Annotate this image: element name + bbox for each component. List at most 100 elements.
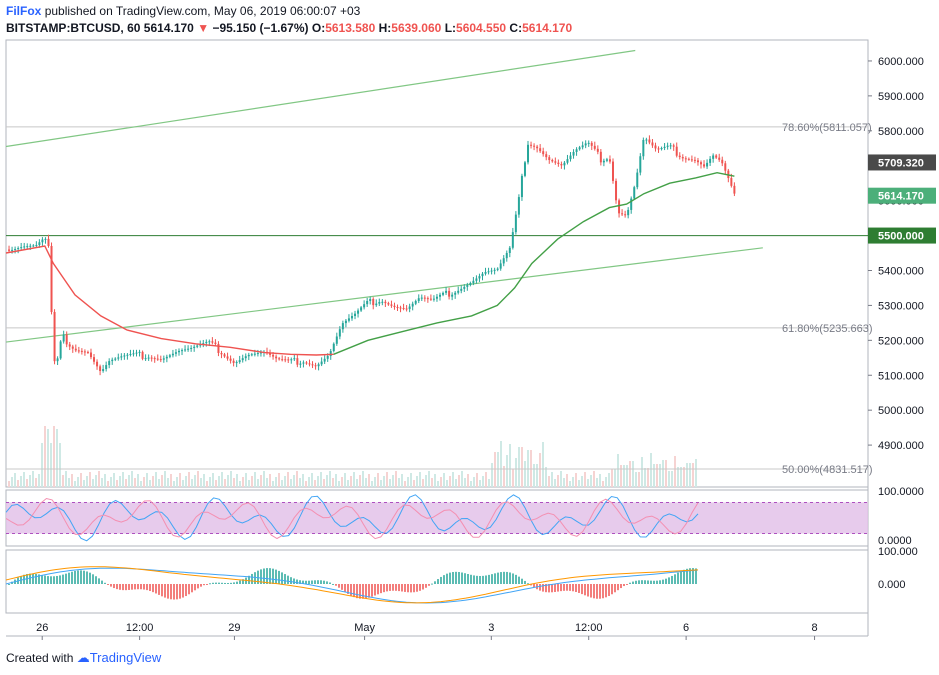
candle	[496, 268, 499, 270]
candle	[700, 162, 703, 165]
volume-bar	[23, 472, 25, 487]
macd-histogram-bar	[395, 584, 397, 591]
y-tick-label: 5800.000	[878, 126, 924, 138]
macd-histogram-bar	[653, 580, 655, 584]
candle	[296, 358, 299, 365]
candle	[114, 358, 117, 360]
candle	[253, 353, 256, 355]
macd-histogram-bar	[269, 568, 271, 584]
tradingview-logo-icon[interactable]: ☁	[76, 650, 90, 665]
volume-bar	[323, 479, 325, 487]
author-name[interactable]: FilFox	[6, 4, 42, 18]
macd-histogram-bar	[674, 574, 676, 584]
x-tick-label: 12:00	[126, 622, 154, 634]
macd-histogram-bar	[452, 572, 454, 584]
volume-bar	[254, 472, 256, 487]
macd-histogram-bar	[8, 584, 10, 585]
macd-histogram-bar	[338, 584, 340, 588]
volume-bar	[518, 447, 520, 487]
macd-histogram-bar	[476, 575, 478, 584]
volume-bar	[233, 478, 235, 487]
volume-bar	[17, 480, 19, 487]
macd-histogram-bar	[77, 570, 79, 584]
candle	[442, 292, 445, 295]
candle	[405, 308, 408, 310]
candle	[523, 162, 526, 176]
candle	[730, 178, 733, 186]
macd-histogram-bar	[584, 584, 586, 596]
price-label-box	[868, 187, 936, 204]
macd-histogram-bar	[248, 575, 250, 584]
macd-histogram-bar	[551, 584, 553, 593]
y-tick-label: 5900.000	[878, 91, 924, 103]
volume-bar	[656, 464, 658, 487]
volume-bar	[689, 463, 691, 487]
macd-histogram-bar	[167, 584, 169, 599]
macd-histogram-bar	[95, 576, 97, 584]
volume-bar	[20, 476, 22, 487]
candle	[399, 307, 402, 309]
macd-histogram-bar	[506, 571, 508, 584]
candle	[305, 362, 308, 364]
volume-bar	[110, 477, 112, 487]
candle	[575, 149, 578, 152]
candle	[630, 198, 633, 210]
macd-histogram-bar	[545, 584, 547, 593]
volume-bar	[539, 453, 541, 487]
macd-histogram-bar	[449, 572, 451, 584]
macd-histogram-bar	[650, 580, 652, 584]
macd-histogram-bar	[230, 582, 232, 584]
rsi-band	[6, 502, 868, 534]
macd-histogram-bar	[524, 580, 526, 584]
volume-bar	[575, 473, 577, 487]
candle	[548, 157, 551, 161]
macd-histogram-bar	[299, 580, 301, 584]
volume-bar	[536, 464, 538, 487]
macd-histogram-bar	[305, 580, 307, 584]
candle	[527, 144, 530, 163]
volume-bar	[437, 481, 439, 487]
price-label: 5709.320	[878, 157, 924, 169]
price-pane	[5, 39, 869, 488]
volume-bar	[377, 473, 379, 487]
macd-histogram-bar	[281, 572, 283, 584]
candle	[56, 358, 59, 362]
volume-bar	[533, 464, 535, 487]
candle	[487, 271, 490, 273]
candle	[618, 200, 621, 214]
macd-histogram-bar	[179, 584, 181, 599]
candle	[469, 283, 472, 285]
volume-bar	[50, 443, 52, 487]
x-tick-label: 26	[36, 622, 48, 634]
volume-bar	[155, 472, 157, 487]
candle	[675, 146, 678, 156]
tradingview-brand[interactable]: TradingView	[89, 650, 162, 665]
publish-info: FilFox published on TradingView.com, May…	[6, 4, 360, 18]
macd-histogram-bar	[44, 575, 46, 584]
volume-bar	[416, 476, 418, 487]
volume-bar	[137, 474, 139, 487]
volume-bar	[344, 473, 346, 487]
candle	[363, 304, 366, 308]
candle	[587, 142, 590, 144]
volume-bar	[29, 475, 31, 487]
candle	[17, 248, 20, 250]
ema-green-line	[333, 171, 735, 355]
price-label-box	[868, 154, 936, 171]
candle	[123, 355, 126, 357]
macd-histogram-bar	[176, 584, 178, 600]
last-price: 5614.170	[143, 21, 194, 35]
volume-bar	[53, 426, 55, 487]
volume-bar	[446, 480, 448, 487]
candle	[378, 302, 381, 304]
volume-bar	[308, 477, 310, 487]
candle	[624, 214, 627, 216]
macd-histogram-bar	[233, 582, 235, 584]
candle	[651, 142, 654, 146]
close-value: 5614.170	[522, 21, 573, 35]
volume-bar	[161, 475, 163, 487]
volume-bar	[473, 477, 475, 487]
volume-bar	[419, 472, 421, 487]
candle	[505, 252, 508, 259]
